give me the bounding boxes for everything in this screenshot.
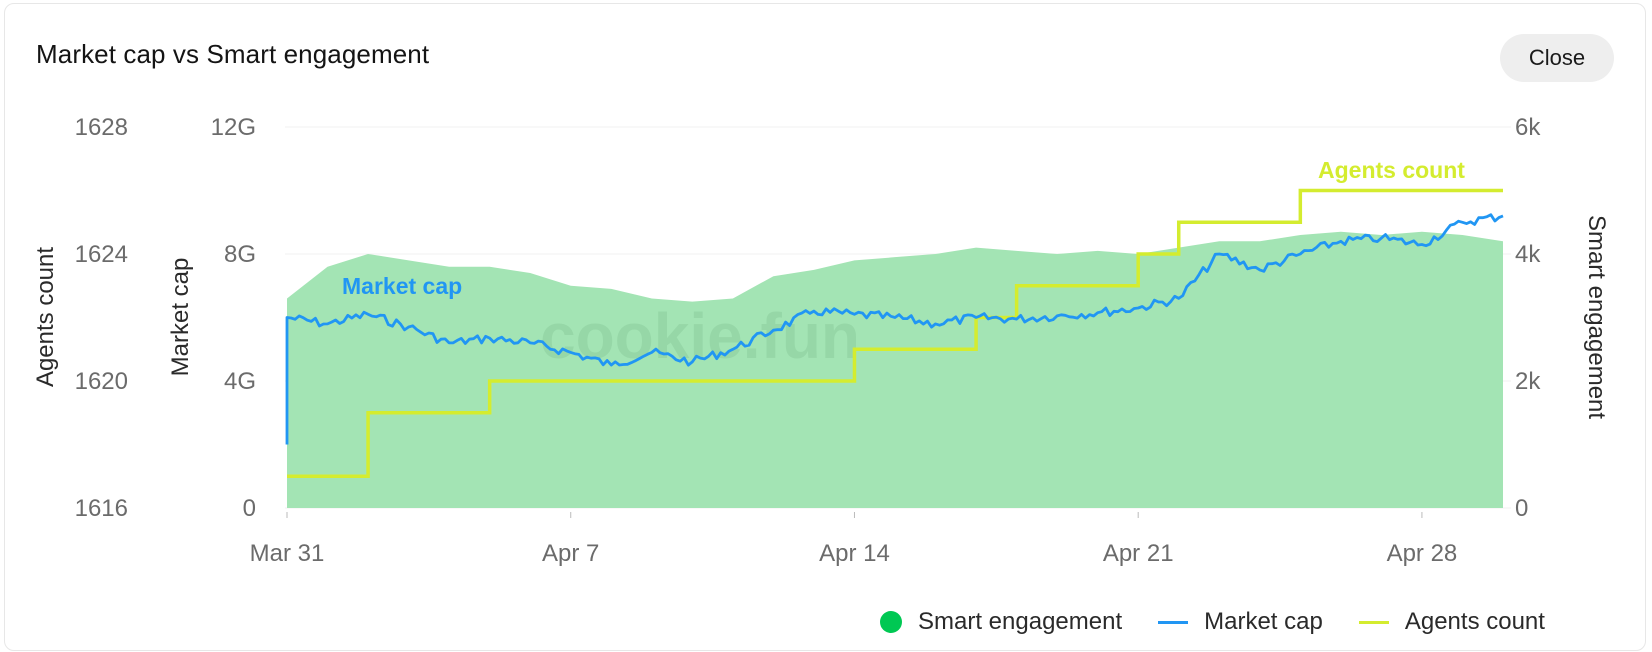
x-tick-label: Apr 14 [819,540,890,567]
x-tick-label: Mar 31 [250,540,325,567]
smart-engagement-tick-label: 0 [1515,495,1528,522]
agents-count-tick-label: 1616 [75,495,128,522]
agents-count-tick-label: 1624 [75,241,128,268]
market-cap-line [285,213,1504,445]
smart-engagement-axis-title: Smart engagement [1583,215,1610,419]
legend-item-smart-engagement[interactable]: Smart engagement [880,608,1122,636]
market-cap-annotation: Market cap [342,273,462,299]
market-cap-axis-title: Market cap [167,258,194,377]
x-tick-label: Apr 28 [1387,540,1458,567]
legend-item-agents-count[interactable]: Agents count [1358,608,1545,636]
market-cap-line-icon [1158,620,1189,624]
legend-label-smart-engagement: Smart engagement [918,608,1123,635]
market-cap-tick-label: 4G [224,368,256,395]
smart-engagement-tick-label: 6k [1515,114,1541,141]
chart-title: Market cap vs Smart engagement [36,39,430,69]
market-cap-tick-label: 12G [211,114,256,141]
legend-label-market-cap: Market cap [1204,608,1323,635]
agents-count-annotation: Agents count [1318,157,1465,183]
legend-label-agents-count: Agents count [1404,608,1545,635]
smart-engagement-dot-icon [880,611,902,633]
market-cap-tick-label: 0 [243,495,256,522]
agents-count-axis-title: Agents count [32,247,59,387]
smart-engagement-area [287,231,1503,508]
market-cap-tick-label: 8G [224,241,256,268]
agents-count-line-icon [1358,620,1389,624]
agents-count-tick-label: 1620 [75,368,128,395]
agents-count-tick-label: 1628 [75,114,128,141]
close-button[interactable]: Close [1500,34,1614,82]
smart-engagement-tick-label: 2k [1515,368,1541,395]
x-tick-label: Apr 7 [542,540,599,567]
x-tick-label: Apr 21 [1103,540,1174,567]
legend: Smart engagement Market cap Agents count [880,606,1545,638]
smart-engagement-tick-label: 4k [1515,241,1541,268]
legend-item-market-cap[interactable]: Market cap [1158,608,1323,636]
